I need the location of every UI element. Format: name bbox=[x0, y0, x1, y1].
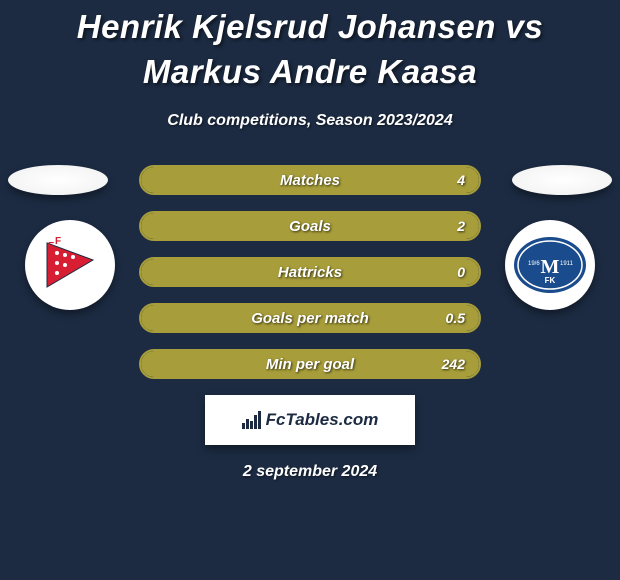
stat-label: Min per goal bbox=[266, 356, 354, 373]
stat-row: Goals per match 0.5 bbox=[139, 303, 481, 333]
stat-value-right: 2 bbox=[457, 218, 465, 234]
club-badge-left: F F bbox=[25, 220, 115, 310]
club-logo-left-icon: F F bbox=[35, 235, 105, 295]
stat-value-right: 0.5 bbox=[446, 310, 465, 326]
stats-container: Matches 4 Goals 2 Hattricks 0 Goals per match 0… bbox=[139, 165, 481, 379]
logo-text: FcTables.com bbox=[266, 410, 379, 430]
date-label: 2 september 2024 bbox=[0, 463, 620, 481]
page-title: Henrik Kjelsrud Johansen vs Markus Andre… bbox=[0, 0, 620, 94]
stat-value-right: 4 bbox=[457, 172, 465, 188]
svg-text:F: F bbox=[48, 241, 54, 252]
svg-text:1911: 1911 bbox=[560, 261, 574, 267]
club-logo-right-icon: M 19/6 1911 FK bbox=[510, 225, 590, 305]
svg-text:F: F bbox=[55, 236, 61, 247]
stat-label: Hattricks bbox=[278, 264, 342, 281]
player-photo-left bbox=[8, 165, 108, 195]
stat-row: Min per goal 242 bbox=[139, 349, 481, 379]
club-badge-right: M 19/6 1911 FK bbox=[505, 220, 595, 310]
stat-value-right: 242 bbox=[442, 356, 465, 372]
stat-row: Goals 2 bbox=[139, 211, 481, 241]
stat-row: Matches 4 bbox=[139, 165, 481, 195]
comparison-content: F F M 19/6 1911 FK Matches 4 Goals 2 Hattric… bbox=[0, 165, 620, 379]
chart-icon bbox=[242, 411, 262, 429]
svg-text:19/6: 19/6 bbox=[528, 261, 540, 267]
subtitle: Club competitions, Season 2023/2024 bbox=[0, 112, 620, 130]
stat-label: Goals per match bbox=[251, 310, 369, 327]
player-photo-right bbox=[512, 165, 612, 195]
svg-text:FK: FK bbox=[545, 276, 556, 285]
stat-label: Goals bbox=[289, 218, 331, 235]
stat-label: Matches bbox=[280, 172, 340, 189]
stat-row: Hattricks 0 bbox=[139, 257, 481, 287]
svg-text:M: M bbox=[541, 256, 560, 278]
stat-value-right: 0 bbox=[457, 264, 465, 280]
fctables-logo[interactable]: FcTables.com bbox=[205, 395, 415, 445]
